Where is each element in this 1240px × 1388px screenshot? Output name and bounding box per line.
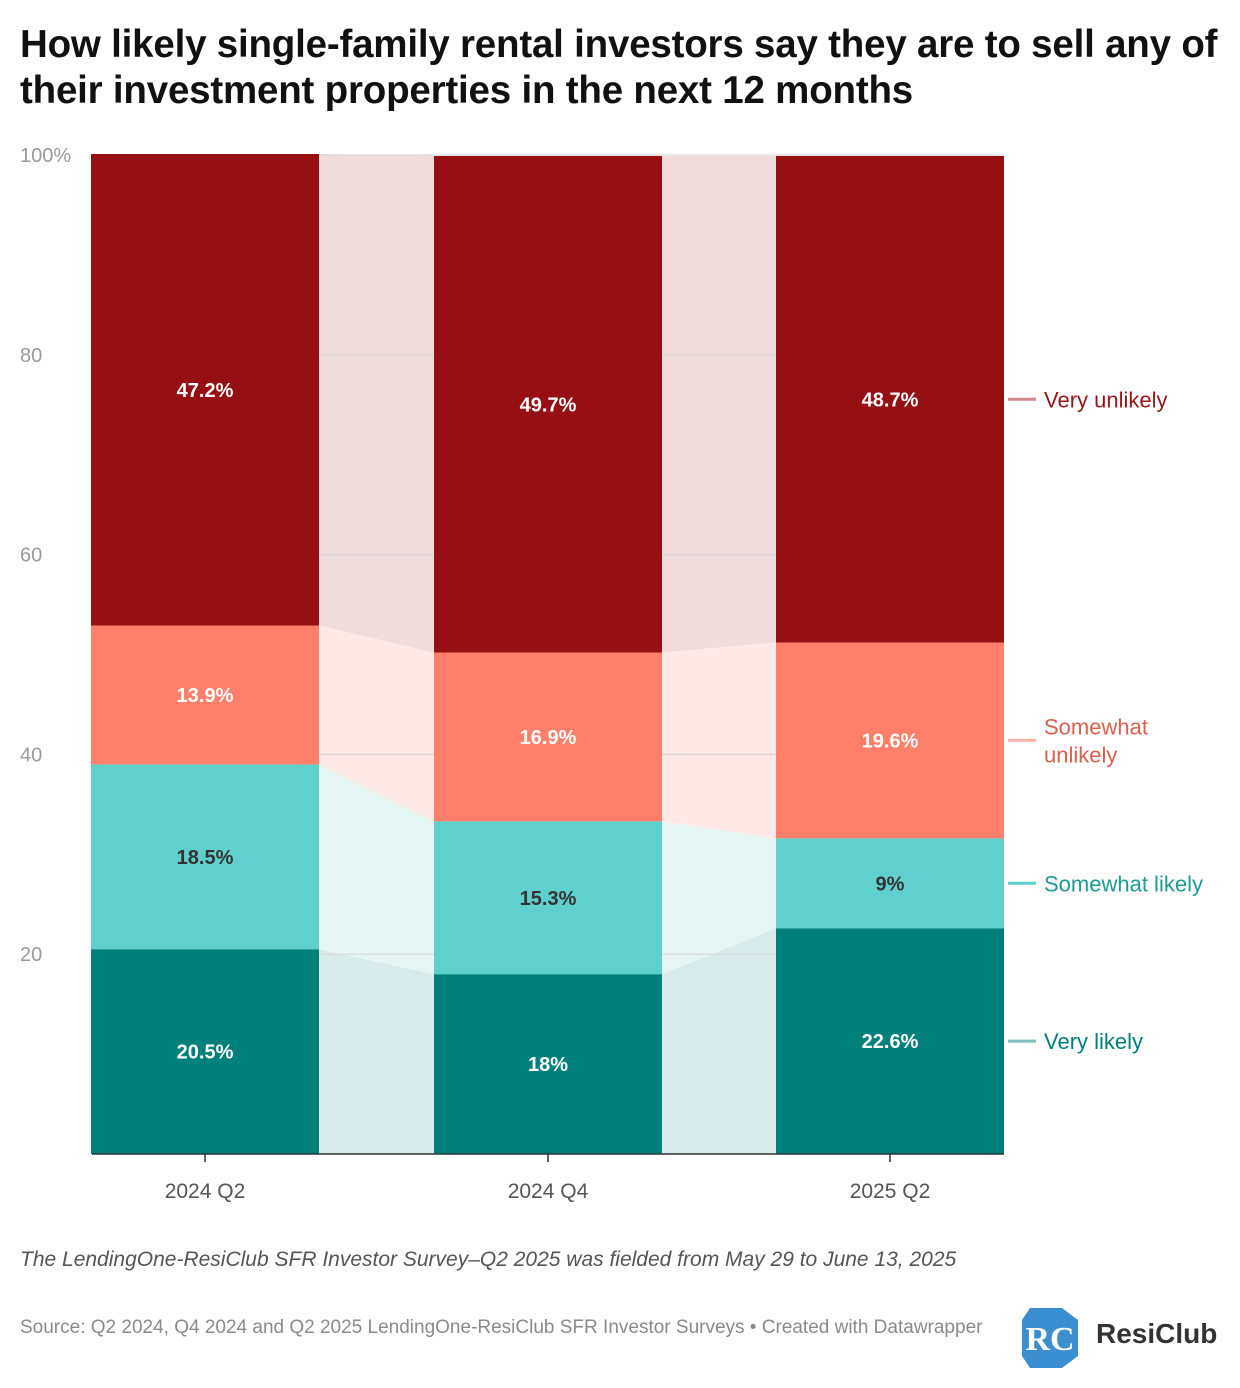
connector-band [662,821,776,975]
legend-label: Very unlikely [1044,387,1168,412]
connector-band [319,154,434,653]
connector-band [319,949,434,1154]
data-label: 49.7% [520,394,577,416]
data-label: 18.5% [177,847,234,869]
resiclub-logo-icon: RC [1022,1308,1078,1368]
bar-segment [434,652,662,822]
resiclub-logo: RC ResiClub [1022,1308,1222,1368]
data-label: 19.6% [862,730,919,752]
data-label: 18% [528,1054,568,1076]
data-label: 13.9% [177,685,234,707]
bar-segment [776,155,1004,643]
connector-band [319,764,434,975]
y-tick-label: 20 [20,944,42,966]
x-tick-label: 2024 Q2 [165,1180,246,1203]
chart-title: How likely single-family rental investor… [20,23,1218,113]
data-label: 47.2% [177,380,234,402]
y-tick-label: 100% [20,145,71,167]
data-label: 9% [876,873,905,895]
chart-source: Source: Q2 2024, Q4 2024 and Q2 2025 Len… [20,1317,983,1338]
stacked-bar-chart: 100% 80 60 40 20 20.5% 18% 22.6% 18.5% 15.3% 9% 13.… [20,145,1203,1203]
connector-band [662,155,776,653]
data-label: 48.7% [862,389,919,411]
connector-band [319,625,434,822]
data-label: 20.5% [177,1042,234,1064]
bar-segment [91,625,319,765]
logo-mark: RC [1025,1321,1074,1358]
data-label: 16.9% [520,727,577,749]
bar-segment [434,974,662,1154]
y-tick-label: 40 [20,744,42,766]
bar-segment [776,838,1004,929]
bar-segment [91,154,319,626]
y-tick-label: 80 [20,345,42,367]
y-tick-label: 60 [20,545,42,567]
connector-band [662,642,776,839]
x-tick-label: 2025 Q2 [850,1180,931,1203]
bar-segment [434,821,662,975]
data-label: 22.6% [862,1031,919,1053]
bar-segment [776,928,1004,1154]
connector-band [662,928,776,1154]
logo-text: ResiClub [1096,1318,1218,1349]
chart-notes: The LendingOne-ResiClub SFR Investor Sur… [20,1248,957,1271]
bar-segment [776,642,1004,839]
legend-label: Very likely [1044,1029,1143,1054]
x-tick-label: 2024 Q4 [508,1180,589,1203]
data-label: 15.3% [520,888,577,910]
legend-label: Somewhat unlikely [1044,714,1148,767]
bar-segment [434,155,662,653]
bar-segment [91,764,319,950]
legend-label: Somewhat likely [1044,871,1203,896]
bar-segment [91,949,319,1154]
